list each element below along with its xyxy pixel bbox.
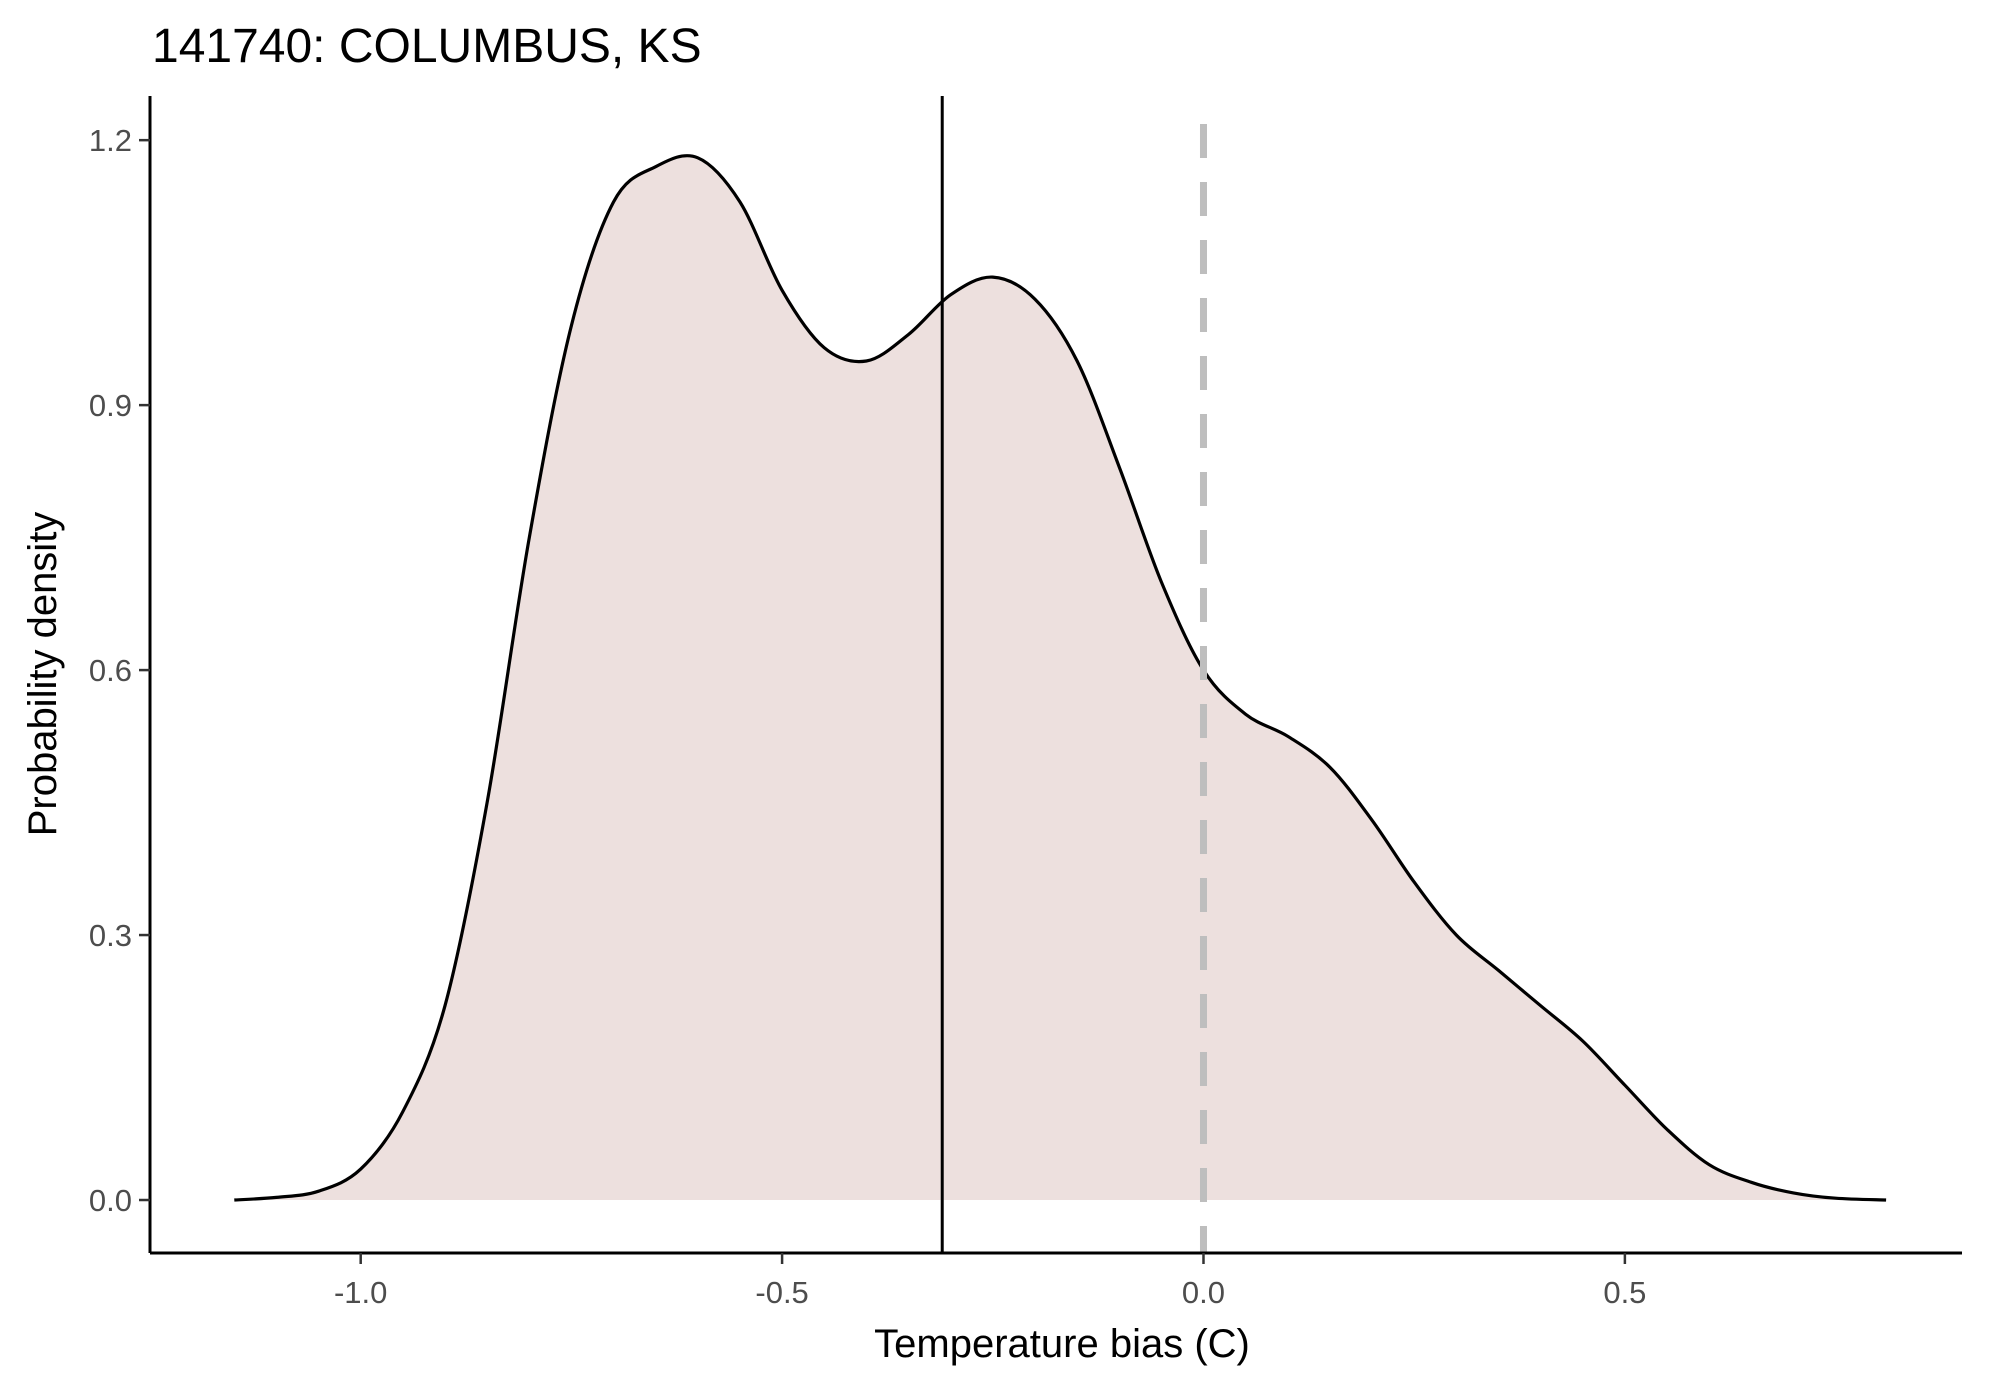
y-axis-ticks: 0.0 0.3 0.6 0.9 1.2 (89, 123, 150, 1218)
x-axis-title: Temperature bias (C) (874, 1322, 1250, 1366)
y-tick-label: 0.9 (89, 388, 132, 423)
density-area-0 (234, 155, 1887, 1201)
plot-area (234, 96, 1887, 1253)
density-line-0 (234, 154, 1887, 1202)
y-axis-title: Probability density (21, 512, 65, 837)
x-tick-label: -0.5 (755, 1275, 808, 1310)
y-tick-label: 0.3 (89, 918, 132, 953)
x-tick-label: 0.0 (1182, 1275, 1225, 1310)
x-tick-label: -1.0 (334, 1275, 387, 1310)
x-tick-label: 0.5 (1603, 1275, 1646, 1310)
y-tick-label: 1.2 (89, 123, 132, 158)
chart-title: 141740: COLUMBUS, KS (152, 20, 702, 73)
y-tick-label: 0.0 (89, 1183, 132, 1218)
y-tick-label: 0.6 (89, 653, 132, 688)
x-axis-ticks: -1.0 -0.5 0.0 0.5 (334, 1253, 1646, 1310)
